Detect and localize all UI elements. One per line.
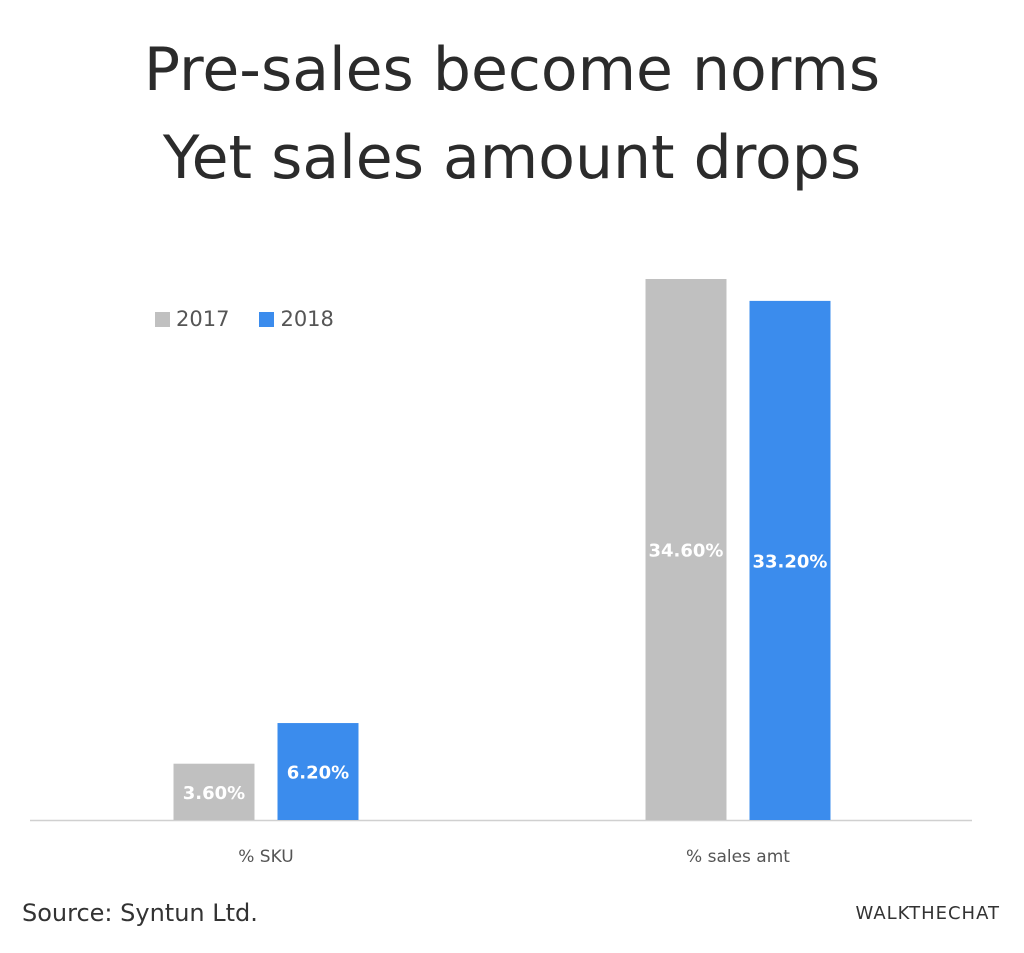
legend: 2017 2018 <box>155 307 334 331</box>
bar-2018-0 <box>277 723 359 820</box>
data-label-2017-0: 3.60% <box>183 783 245 804</box>
legend-swatch-2017 <box>155 311 170 327</box>
category-label-1: % sales amt <box>686 847 790 867</box>
legend-item-2018: 2018 <box>259 307 334 331</box>
chart-title-line-1: Pre-sales become norms <box>143 35 881 105</box>
brand-logo-text: WALKTHECHAT <box>855 903 1000 924</box>
bar-2017-1 <box>645 279 727 820</box>
data-label-2018-0: 6.20% <box>287 763 349 784</box>
category-label-0: % SKU <box>238 847 293 867</box>
bar-2017-0 <box>173 763 255 820</box>
chart-title-line-2: Yet sales amount drops <box>162 123 862 193</box>
data-label-2018-1: 33.20% <box>753 551 828 572</box>
legend-label-2017: 2017 <box>176 307 230 331</box>
legend-label-2018: 2018 <box>280 307 334 331</box>
source-note: Source: Syntun Ltd. <box>22 899 258 927</box>
legend-swatch-2018 <box>259 311 275 327</box>
data-label-2017-1: 34.60% <box>649 541 724 562</box>
bar-2018-1 <box>749 300 831 821</box>
legend-item-2017: 2017 <box>155 307 229 331</box>
